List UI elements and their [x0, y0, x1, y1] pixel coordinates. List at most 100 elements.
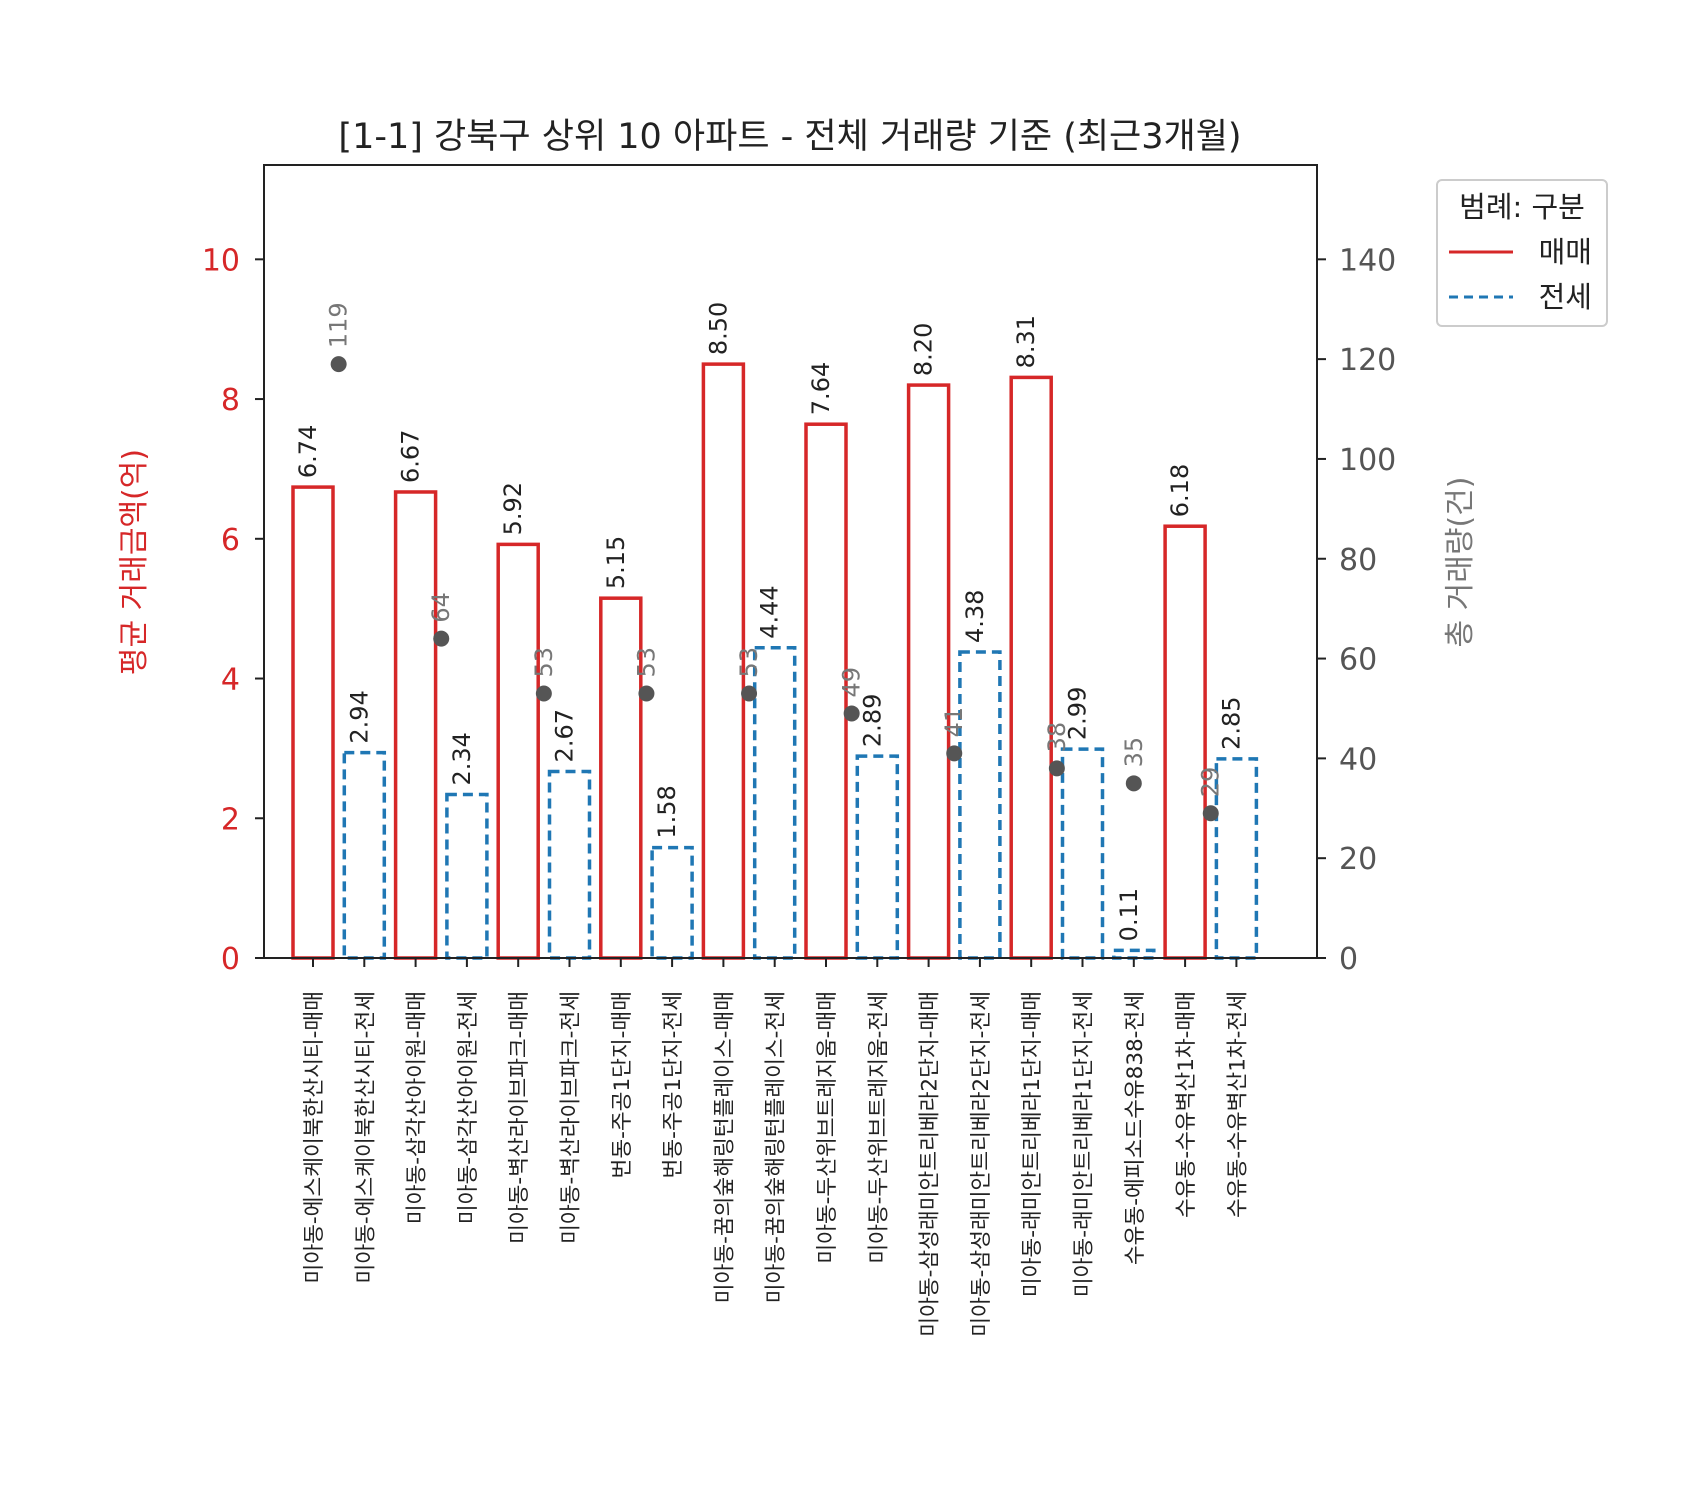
x-tick-label: 수유동-수유벽산1차-전세 [1225, 991, 1250, 1218]
count-marker [946, 745, 963, 762]
bar [906, 383, 951, 960]
count-label: 35 [1120, 737, 1148, 768]
count-label: 53 [735, 647, 763, 678]
right-tick-label: 120 [1339, 343, 1396, 378]
count-marker [741, 685, 758, 702]
right-tick-label: 80 [1339, 543, 1377, 578]
x-tick-label: 수유동-에피소드수유838-전세 [1123, 991, 1148, 1265]
bar-value-label: 2.94 [345, 690, 373, 743]
count-label: 29 [1197, 767, 1225, 798]
bar [958, 650, 1002, 960]
bars-layer: 6.74 2.94 6.67 2.34 5.92 2.67 5.15 1.58 8.50 4.44… [291, 302, 1259, 960]
count-marker [535, 685, 552, 702]
bar [1060, 747, 1105, 960]
bar [752, 646, 797, 960]
x-tick-label: 미아동-삼성래미안트리베라2단지-매매 [918, 991, 943, 1337]
x-tick-label: 미아동-래미안트리베라1단지-매매 [1020, 991, 1045, 1297]
left-tick-label: 10 [202, 243, 240, 278]
count-label: 53 [632, 647, 660, 678]
count-marker [433, 630, 450, 647]
x-tick-label: 미아동-에스케이북한산시티-전세 [353, 991, 378, 1283]
count-marker [638, 685, 655, 702]
legend-lease-label: 전세 [1539, 280, 1592, 314]
right-tick-label: 60 [1339, 643, 1377, 678]
right-tick-label: 0 [1339, 942, 1358, 977]
bar [1009, 375, 1053, 960]
legend: 범례: 구분 매매 전세 [1436, 179, 1608, 327]
count-marker [843, 705, 860, 722]
left-axis: 0 2 4 6 8 10 [202, 243, 264, 977]
x-tick-label: 미아동-삼각산아이원-매매 [405, 991, 430, 1224]
x-tick-label: 미아동-삼성래미안트리베라2단지-전세 [969, 991, 994, 1337]
x-tick-label: 미아동-두산위브트레지움-전세 [866, 991, 891, 1264]
bar-value-label: 5.92 [499, 482, 527, 535]
count-marker [1048, 760, 1065, 777]
x-tick-label: 미아동-벽산라이브파크-전세 [559, 991, 584, 1244]
x-tick-label: 미아동-두산위브트레지움-매매 [815, 991, 840, 1264]
bar-value-label: 6.67 [397, 430, 425, 483]
bar [1112, 948, 1156, 960]
bar-value-label: 2.85 [1217, 696, 1245, 749]
bar [650, 845, 694, 960]
left-tick-label: 2 [221, 802, 240, 837]
bar-value-label: 2.99 [1064, 687, 1092, 740]
count-markers-layer: 119 64 53 53 53 49 41 38 35 29 [325, 302, 1225, 822]
bar-value-label: 6.18 [1166, 464, 1194, 517]
left-tick-label: 6 [221, 523, 240, 558]
bar [1163, 524, 1207, 960]
bar-value-label: 8.20 [910, 323, 938, 376]
bar [547, 769, 592, 960]
x-tick-label: 미아동-에스케이북한산시티-매매 [302, 991, 327, 1283]
bar-value-label: 1.58 [653, 785, 681, 838]
x-tick-label: 번동-주공1단지-매매 [610, 991, 635, 1178]
count-marker [330, 356, 347, 373]
count-label: 64 [427, 592, 455, 623]
bar [393, 490, 438, 960]
bar-value-label: 2.89 [858, 694, 886, 747]
bar [496, 542, 540, 960]
left-tick-label: 8 [221, 383, 240, 418]
legend-title: 범례: 구분 [1459, 190, 1585, 224]
x-tick-label: 수유동-수유벽산1차-매매 [1174, 991, 1199, 1218]
bar-value-label: 7.64 [807, 362, 835, 415]
left-tick-label: 4 [221, 663, 240, 698]
x-tick-label: 미아동-꿈의숲해링턴플레이스-매매 [712, 991, 737, 1303]
plot-frame [263, 164, 1318, 959]
bar-value-label: 8.50 [704, 302, 732, 355]
legend-box [1436, 179, 1608, 327]
right-tick-label: 40 [1339, 742, 1377, 777]
x-tick-label: 미아동-삼각산아이원-전세 [456, 991, 481, 1224]
bar-value-label: 5.15 [602, 536, 630, 589]
bar [291, 485, 335, 960]
left-tick-label: 0 [221, 942, 240, 977]
left-axis-label: 평균 거래금액(억) [117, 449, 152, 675]
right-axis-label: 총 거래량(건) [1443, 477, 1478, 648]
x-tick-label: 미아동-벽산라이브파크-매매 [507, 991, 532, 1244]
bar-value-label: 0.11 [1115, 888, 1143, 941]
bar-value-label: 2.34 [448, 732, 476, 785]
bar-value-label: 4.38 [961, 590, 989, 643]
legend-sale-label: 매매 [1539, 235, 1592, 269]
count-label: 49 [838, 667, 866, 698]
count-label: 41 [940, 707, 968, 738]
x-axis: 미아동-에스케이북한산시티-매매 미아동-에스케이북한산시티-전세 미아동-삼각산아… [302, 958, 1250, 1337]
right-axis: 0 20 40 60 80 100 120 140 [1317, 243, 1396, 977]
bar [445, 792, 489, 960]
count-marker [1202, 805, 1219, 822]
x-tick-label: 미아동-래미안트리베라1단지-전세 [1072, 991, 1097, 1297]
x-tick-label: 미아동-꿈의숲해링턴플레이스-전세 [764, 991, 789, 1303]
count-label: 119 [325, 302, 353, 348]
bar [342, 750, 387, 960]
bar-value-label: 4.44 [756, 585, 784, 638]
count-marker [1125, 775, 1142, 792]
bar-value-label: 6.74 [294, 425, 322, 478]
count-label: 53 [530, 647, 558, 678]
bar [855, 754, 900, 960]
bar-value-label: 8.31 [1012, 315, 1040, 368]
x-tick-label: 번동-주공1단지-전세 [661, 991, 686, 1178]
right-tick-label: 20 [1339, 842, 1377, 877]
chart-title: [1-1] 강북구 상위 10 아파트 - 전체 거래량 기준 (최근3개월) [338, 117, 1241, 157]
count-label: 38 [1043, 722, 1071, 753]
right-tick-label: 140 [1339, 243, 1396, 278]
